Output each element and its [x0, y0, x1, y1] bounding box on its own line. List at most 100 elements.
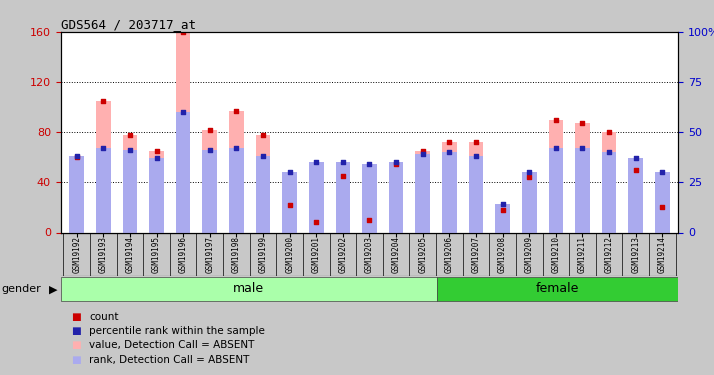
Bar	[548, 120, 563, 232]
Bar	[309, 222, 323, 232]
Bar	[61, 277, 437, 301]
Point	[284, 170, 296, 176]
Bar	[203, 130, 217, 232]
Bar	[336, 162, 350, 232]
Text: GSM19209: GSM19209	[525, 236, 534, 273]
Text: ▶: ▶	[49, 285, 57, 294]
Text: ■: ■	[71, 340, 81, 350]
Text: male: male	[233, 282, 264, 295]
Bar	[282, 205, 297, 232]
Point	[443, 139, 455, 145]
Point	[603, 149, 615, 155]
Bar	[256, 156, 271, 232]
Bar	[416, 154, 430, 232]
Point	[657, 204, 668, 210]
Bar	[496, 210, 510, 232]
Text: GSM19195: GSM19195	[152, 236, 161, 273]
Bar	[548, 148, 563, 232]
Bar	[602, 132, 616, 232]
Point	[471, 139, 482, 145]
Point	[471, 153, 482, 159]
Bar	[176, 112, 191, 232]
Point	[550, 145, 561, 151]
Bar	[96, 101, 111, 232]
Bar	[655, 207, 670, 232]
Bar	[496, 204, 510, 232]
Text: GSM19202: GSM19202	[338, 236, 348, 273]
Point	[151, 148, 162, 154]
Bar	[176, 32, 191, 232]
Point	[71, 154, 82, 160]
Text: GSM19207: GSM19207	[471, 236, 481, 273]
Point	[231, 145, 242, 151]
Bar	[575, 123, 590, 232]
Bar	[362, 164, 377, 232]
Point	[124, 132, 136, 138]
Point	[363, 217, 375, 223]
Point	[311, 159, 322, 165]
Point	[630, 155, 641, 161]
Bar	[437, 277, 678, 301]
Text: value, Detection Call = ABSENT: value, Detection Call = ABSENT	[89, 340, 255, 350]
Point	[178, 109, 189, 115]
Bar	[602, 152, 616, 232]
Point	[417, 148, 428, 154]
Point	[577, 120, 588, 126]
Bar	[123, 150, 137, 232]
Text: GSM19199: GSM19199	[258, 236, 268, 273]
Text: GSM19208: GSM19208	[498, 236, 507, 273]
Point	[124, 147, 136, 153]
Bar	[655, 172, 670, 232]
Point	[204, 127, 216, 133]
Bar	[96, 148, 111, 232]
Text: female: female	[536, 282, 579, 295]
Text: ■: ■	[71, 355, 81, 364]
Point	[284, 202, 296, 208]
Point	[311, 219, 322, 225]
Point	[630, 167, 641, 173]
Text: GSM19210: GSM19210	[551, 236, 560, 273]
Point	[231, 108, 242, 114]
Text: GSM19196: GSM19196	[178, 236, 188, 273]
Point	[337, 159, 348, 165]
Point	[523, 170, 535, 176]
Text: GSM19192: GSM19192	[72, 236, 81, 273]
Bar	[229, 111, 243, 232]
Text: GSM19197: GSM19197	[205, 236, 214, 273]
Bar	[468, 142, 483, 232]
Bar	[575, 148, 590, 232]
Text: GSM19214: GSM19214	[658, 236, 667, 273]
Point	[497, 207, 508, 213]
Bar	[522, 177, 536, 232]
Point	[98, 145, 109, 151]
Point	[550, 117, 561, 123]
Bar	[522, 172, 536, 232]
Point	[98, 98, 109, 104]
Point	[151, 155, 162, 161]
Text: GSM19203: GSM19203	[365, 236, 374, 273]
Bar	[256, 135, 271, 232]
Bar	[628, 158, 643, 232]
Bar	[442, 152, 457, 232]
Bar	[149, 158, 164, 232]
Text: GSM19204: GSM19204	[391, 236, 401, 273]
Point	[657, 170, 668, 176]
Point	[417, 151, 428, 157]
Text: GSM19212: GSM19212	[605, 236, 613, 273]
Text: GSM19211: GSM19211	[578, 236, 587, 273]
Text: GSM19193: GSM19193	[99, 236, 108, 273]
Point	[337, 173, 348, 179]
Bar	[309, 162, 323, 232]
Bar	[149, 151, 164, 232]
Bar	[389, 162, 403, 232]
Bar	[69, 157, 84, 232]
Text: GSM19200: GSM19200	[285, 236, 294, 273]
Bar	[362, 220, 377, 232]
Text: GSM19201: GSM19201	[312, 236, 321, 273]
Bar	[203, 150, 217, 232]
Text: GSM19206: GSM19206	[445, 236, 454, 273]
Point	[577, 145, 588, 151]
Point	[363, 161, 375, 167]
Text: GDS564 / 203717_at: GDS564 / 203717_at	[61, 18, 196, 31]
Bar	[416, 151, 430, 232]
